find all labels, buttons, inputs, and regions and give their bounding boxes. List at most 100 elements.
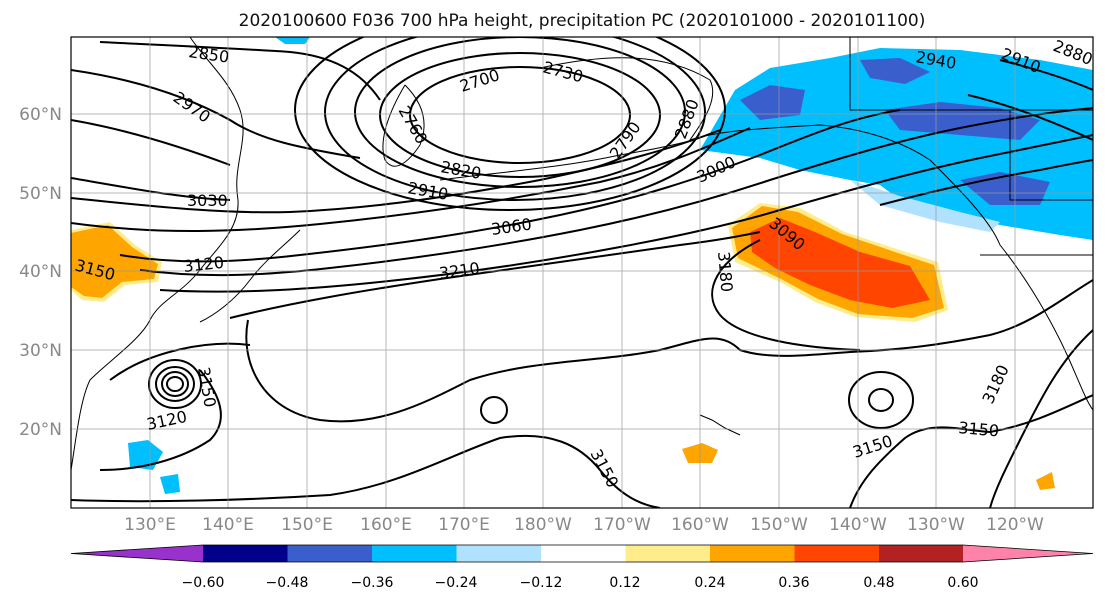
lon-label: 160°E xyxy=(360,515,412,535)
lon-label: 180°W xyxy=(514,515,572,535)
contour-line xyxy=(999,59,1093,91)
height-contours xyxy=(71,37,1093,508)
colorbar-swatch xyxy=(710,545,795,562)
contour-line xyxy=(71,177,231,201)
lat-label: 30°N xyxy=(19,341,62,361)
lat-label: 20°N xyxy=(19,420,62,440)
colorbar-swatch xyxy=(203,545,288,562)
contour-line xyxy=(139,107,1093,277)
high-center-contour xyxy=(848,371,914,429)
high-center-contour xyxy=(480,396,508,424)
gridlines xyxy=(71,37,1093,508)
colorbar-swatch xyxy=(287,545,372,562)
longitude-labels: 130°E 140°E 150°E 160°E 170°E 180°W 170°… xyxy=(124,515,1044,535)
colorbar-swatch xyxy=(456,545,541,562)
lon-label: 170°E xyxy=(438,515,490,535)
lon-label: 140°E xyxy=(202,515,254,535)
lon-label: 130°W xyxy=(907,515,965,535)
coastline-kamchatka xyxy=(382,84,425,167)
precip-positive-central xyxy=(728,203,948,322)
precip-small-blue-top xyxy=(275,37,310,44)
lat-label: 40°N xyxy=(19,262,62,282)
precip-negative-east xyxy=(700,48,1093,240)
lat-label: 50°N xyxy=(19,184,62,204)
colorbar: −0.60 −0.48 −0.36 −0.24 −0.12 0.12 0.24 … xyxy=(70,544,1094,591)
colorbar-swatch xyxy=(372,545,457,562)
contour-line xyxy=(71,69,361,159)
precip-red-region xyxy=(750,218,930,308)
lon-label: 160°W xyxy=(671,515,729,535)
border-state xyxy=(1009,110,1093,201)
colorbar-tick-label: 0.36 xyxy=(778,575,809,591)
island-hawaii xyxy=(699,414,741,436)
colorbar-tick-labels: −0.60 −0.48 −0.36 −0.24 −0.12 0.12 0.24 … xyxy=(182,575,979,591)
figure-title: 2020100600 F036 700 hPa height, precipit… xyxy=(239,11,926,31)
typhoon-contour xyxy=(161,371,189,397)
coastline-aleutians xyxy=(439,137,701,181)
contour-line xyxy=(71,119,231,166)
latitude-labels: 60°N 50°N 40°N 30°N 20°N xyxy=(19,105,62,440)
precip-small-blue-2 xyxy=(160,474,180,494)
lon-label: 130°E xyxy=(124,515,176,535)
contour-line xyxy=(119,109,901,263)
lon-label: 150°W xyxy=(750,515,808,535)
low-center-contour xyxy=(354,37,686,188)
contour-label: 3120 xyxy=(182,253,224,276)
contour-line xyxy=(989,329,1093,508)
low-center-contour xyxy=(379,52,661,178)
typhoon-contour xyxy=(166,376,184,392)
contour-line xyxy=(245,279,1093,423)
low-center-contour xyxy=(324,37,706,201)
precip-blue-region-2 xyxy=(885,102,1040,140)
lon-label: 140°W xyxy=(829,515,887,535)
colorbar-swatch xyxy=(794,545,879,562)
colorbar-swatch xyxy=(963,545,1093,562)
colorbar-swatches xyxy=(70,544,1094,563)
contour-line xyxy=(229,231,761,319)
contour-line xyxy=(71,129,721,214)
colorbar-outline xyxy=(70,544,1094,563)
colorbar-tick-label: 0.24 xyxy=(694,575,725,591)
colorbar-swatch xyxy=(625,545,710,562)
contour-line xyxy=(99,369,222,471)
precip-small-blue-1 xyxy=(128,440,163,470)
contour-label: 3180 xyxy=(714,251,736,293)
lon-label: 170°W xyxy=(593,515,651,535)
contour-line xyxy=(159,134,1093,293)
lon-label: 150°E xyxy=(281,515,333,535)
contour-label: 3150 xyxy=(958,418,1000,440)
contour-line xyxy=(71,127,751,232)
high-center-contour xyxy=(868,388,894,412)
precip-small-orange-east xyxy=(1036,472,1055,490)
border-alaska xyxy=(849,37,1093,111)
colorbar-tick-label: −0.48 xyxy=(266,575,309,591)
lon-label: 120°W xyxy=(986,515,1044,535)
colorbar-swatch xyxy=(541,545,626,562)
map-panel: 2850 2970 3030 3120 3150 2760 2700 2730 … xyxy=(70,36,1094,509)
low-center-contour xyxy=(409,66,631,164)
precip-orange-region-west xyxy=(71,225,158,298)
contour-line xyxy=(849,394,1093,508)
precip-blue-region-4 xyxy=(860,58,930,84)
colorbar-tick-label: −0.36 xyxy=(351,575,394,591)
low-center-contour xyxy=(294,37,726,211)
colorbar-swatch xyxy=(879,545,964,562)
colorbar-tick-label: −0.60 xyxy=(182,575,225,591)
colorbar-tick-label: −0.12 xyxy=(520,575,563,591)
contour-label: 3030 xyxy=(187,191,228,210)
colorbar-tick-label: 0.60 xyxy=(947,575,978,591)
typhoon-contour xyxy=(148,359,202,409)
colorbar-swatch xyxy=(71,545,203,562)
contour-line xyxy=(711,239,861,351)
coastline-asia xyxy=(71,37,244,471)
typhoon-contour xyxy=(155,366,195,402)
lat-label: 60°N xyxy=(19,105,62,125)
coastline-japan xyxy=(199,229,301,323)
contour-line xyxy=(109,342,251,381)
precip-blue-region-1 xyxy=(740,85,805,120)
colorbar-tick-label: 0.12 xyxy=(609,575,640,591)
contour-line xyxy=(99,41,381,101)
colorbar-tick-label: −0.24 xyxy=(435,575,478,591)
contour-line xyxy=(71,434,661,508)
contour-line xyxy=(879,159,1093,206)
